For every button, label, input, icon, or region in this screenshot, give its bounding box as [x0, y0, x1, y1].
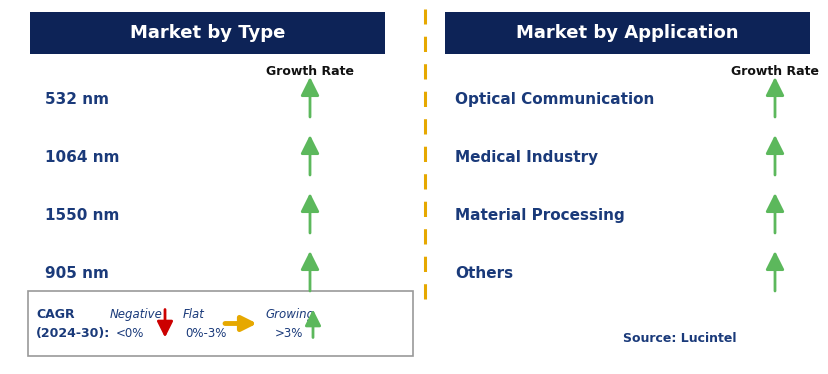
Text: Market by Type: Market by Type — [130, 24, 285, 42]
Bar — [30, 12, 384, 54]
Text: 905 nm: 905 nm — [45, 266, 108, 280]
Text: 1064 nm: 1064 nm — [45, 150, 119, 165]
Text: Growing: Growing — [265, 308, 314, 321]
Text: Negative: Negative — [110, 308, 162, 321]
Text: 1550 nm: 1550 nm — [45, 208, 119, 223]
Text: Source: Lucintel: Source: Lucintel — [623, 332, 736, 346]
Text: Growth Rate: Growth Rate — [730, 64, 818, 77]
Text: 532 nm: 532 nm — [45, 92, 108, 107]
Text: Material Processing: Material Processing — [455, 208, 624, 223]
Text: CAGR: CAGR — [36, 308, 75, 321]
Text: Growth Rate: Growth Rate — [266, 64, 354, 77]
Text: Flat: Flat — [183, 308, 205, 321]
Text: Medical Industry: Medical Industry — [455, 150, 598, 165]
Text: <0%: <0% — [116, 327, 144, 340]
Text: Others: Others — [455, 266, 513, 280]
Bar — [445, 12, 809, 54]
Text: Optical Communication: Optical Communication — [455, 92, 653, 107]
Text: Market by Application: Market by Application — [516, 24, 738, 42]
Bar — [28, 291, 412, 356]
Text: >3%: >3% — [275, 327, 303, 340]
Text: (2024-30):: (2024-30): — [36, 327, 110, 340]
Text: 0%-3%: 0%-3% — [185, 327, 226, 340]
